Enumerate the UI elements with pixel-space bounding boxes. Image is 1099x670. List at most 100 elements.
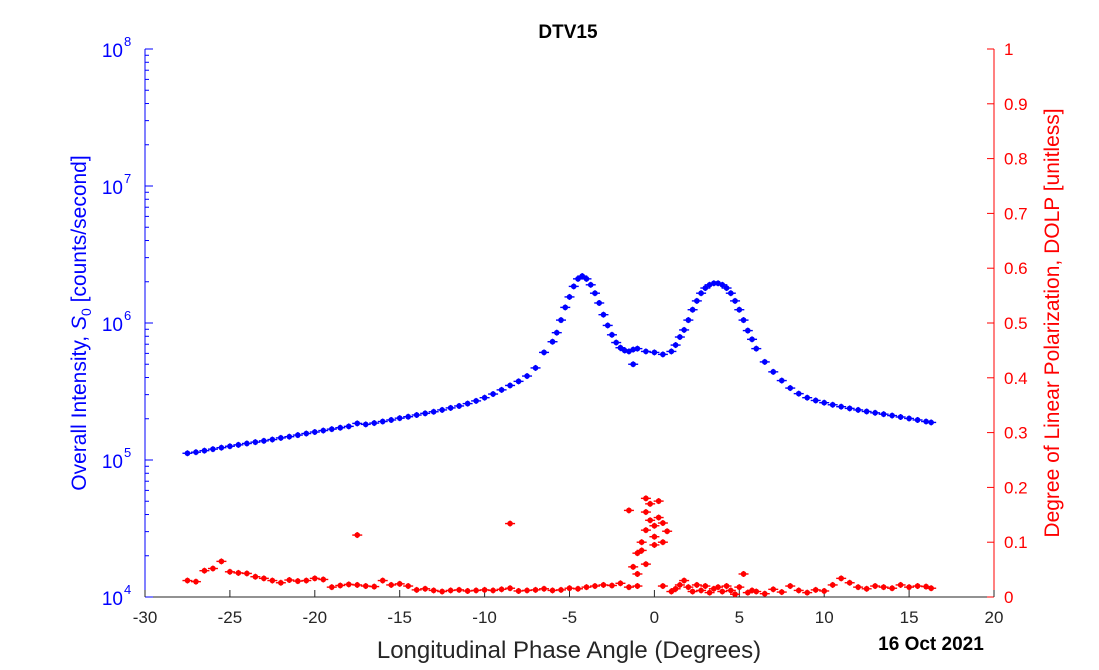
data-marker [846, 579, 853, 586]
data-marker [664, 528, 670, 535]
data-marker [651, 522, 658, 529]
dolp-point [649, 522, 660, 529]
data-marker [218, 558, 225, 565]
intensity-point [730, 297, 741, 304]
dolp-point [776, 589, 787, 596]
dolp-point [572, 585, 583, 592]
data-marker [897, 582, 904, 588]
data-marker [524, 587, 530, 594]
data-marker [706, 589, 713, 596]
dolp-point [420, 585, 431, 592]
data-marker [558, 587, 564, 593]
dolp-point [730, 591, 741, 598]
intensity-point [403, 413, 414, 420]
data-marker [604, 322, 611, 329]
intensity-point [309, 429, 320, 436]
data-marker [914, 417, 921, 423]
dolp-point [623, 507, 634, 514]
data-marker [863, 585, 870, 592]
dolp-point [564, 585, 575, 592]
intensity-point [615, 344, 626, 351]
dolp-point [522, 587, 533, 594]
intensity-point [793, 390, 804, 397]
data-marker [613, 339, 619, 346]
data-marker [600, 582, 607, 588]
data-marker [490, 587, 496, 594]
data-marker [430, 587, 437, 594]
dolp-point [479, 586, 490, 593]
intensity-point [428, 408, 439, 415]
left-tick-exponent: 5 [124, 445, 131, 460]
x-tick-label: -20 [303, 608, 328, 627]
data-marker [634, 571, 641, 577]
right-tick-label: 0.8 [1004, 150, 1028, 169]
dolp-point [725, 587, 736, 594]
data-marker [719, 282, 726, 288]
data-marker [286, 577, 293, 583]
dolp-point [445, 587, 456, 594]
data-marker [626, 507, 632, 514]
data-marker [592, 583, 598, 589]
right-tick-label: 0.1 [1004, 533, 1028, 552]
data-marker [320, 427, 327, 434]
data-marker [660, 351, 666, 358]
dolp-point [636, 539, 647, 546]
intensity-point [488, 391, 499, 398]
data-marker [541, 585, 547, 592]
data-marker [252, 439, 259, 445]
dolp-point [207, 565, 218, 572]
data-marker [617, 580, 624, 587]
right-tick-label: 1 [1004, 40, 1013, 59]
intensity-point [878, 411, 889, 418]
dolp-point [318, 576, 329, 583]
data-marker [634, 345, 641, 352]
intensity-point [751, 345, 762, 352]
intensity-point [836, 403, 847, 410]
data-marker [761, 359, 768, 365]
intensity-point [606, 331, 617, 338]
dolp-point [199, 567, 210, 574]
dolp-point [810, 586, 821, 593]
data-marker [252, 573, 259, 580]
data-marker [821, 588, 827, 594]
dolp-point [216, 558, 227, 565]
data-marker [592, 290, 598, 297]
dolp-point [505, 520, 516, 527]
dolp-point [649, 541, 660, 548]
data-marker [804, 394, 811, 401]
intensity-point [674, 334, 685, 341]
dolp-point [301, 577, 312, 584]
dolp-point [645, 500, 656, 507]
intensity-point [513, 378, 524, 385]
intensity-point [810, 397, 821, 404]
intensity-point [759, 358, 770, 365]
intensity-point [589, 290, 600, 297]
data-marker [328, 584, 335, 590]
data-marker [201, 567, 208, 574]
data-marker [880, 584, 887, 590]
data-marker [405, 413, 411, 420]
intensity-point [738, 317, 749, 324]
data-marker [295, 578, 301, 584]
data-marker [651, 533, 658, 540]
data-marker [668, 588, 675, 595]
dolp-point [377, 577, 388, 584]
dolp-point [411, 586, 422, 593]
data-marker [193, 449, 199, 456]
dolp-point [182, 577, 193, 584]
dolp-point [505, 585, 516, 592]
data-marker [744, 327, 751, 334]
data-marker [906, 415, 912, 422]
dolp-point [691, 581, 702, 588]
right-tick-label: 0 [1004, 588, 1013, 607]
data-marker [587, 282, 594, 288]
intensity-point [696, 290, 707, 297]
dolp-series [182, 495, 937, 598]
data-marker [694, 298, 700, 304]
data-marker [685, 584, 692, 590]
dolp-point [471, 587, 482, 594]
data-marker [227, 568, 233, 575]
data-marker [681, 327, 687, 333]
intensity-point [207, 446, 218, 453]
